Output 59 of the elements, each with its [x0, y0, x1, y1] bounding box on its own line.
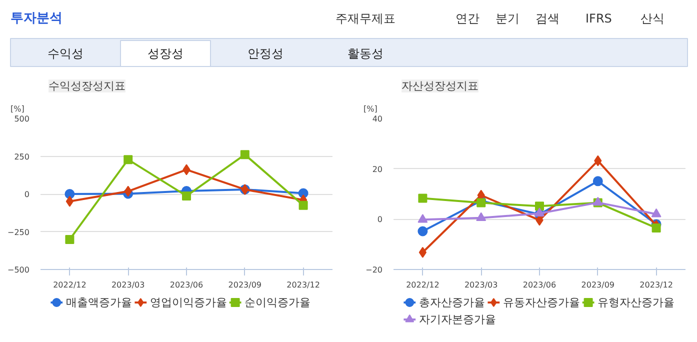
y-tick-label: 250: [14, 152, 30, 162]
y-tick-label: 0: [24, 190, 30, 199]
point: [418, 194, 428, 203]
x-tick-label: 2023/03: [464, 280, 498, 290]
y-tick-label: −20: [366, 266, 383, 274]
point: [418, 246, 427, 258]
point: [182, 191, 191, 200]
legend-label: 영업이익증가율: [150, 296, 227, 309]
y-axis-title: [%]: [364, 104, 378, 114]
x-tick-label: 2023/09: [228, 280, 262, 290]
legend-label: 자기자본증가율: [418, 313, 496, 326]
y-tick-label: 0: [377, 215, 383, 224]
y-tick-label: −500: [8, 266, 30, 274]
text: 연간: [456, 12, 480, 26]
x-tick-label: 2023/03: [111, 280, 145, 290]
y-tick-label: 20: [372, 164, 383, 174]
text: 활동성: [348, 46, 384, 60]
point: [240, 150, 250, 160]
text: 수익성: [48, 46, 84, 60]
point: [652, 223, 661, 232]
point: [592, 176, 603, 186]
text: 투자분석: [10, 11, 62, 26]
x-tick-label: 2023/06: [522, 280, 556, 290]
point: [418, 214, 428, 223]
legend-label: 총자산증가율: [418, 296, 485, 309]
text: 안정성: [248, 46, 284, 60]
x-tick-label: 2022/12: [406, 280, 440, 290]
point: [476, 198, 486, 208]
point: [124, 155, 133, 164]
point: [476, 212, 486, 222]
legend-label: 유동자산증가율: [503, 296, 580, 309]
y-tick-label: −250: [8, 228, 30, 237]
x-tick-label: 2023/12: [286, 280, 320, 290]
text: 주재무제표: [336, 12, 396, 26]
point: [298, 200, 308, 210]
x-tick-label: 2023/12: [640, 280, 673, 290]
point: [65, 234, 74, 244]
chart-title: 자산성장성지표: [402, 80, 478, 92]
text: 성장성: [148, 46, 184, 60]
chart-title: 수익성장성지표: [48, 80, 126, 92]
point: [651, 208, 662, 218]
point: [66, 196, 74, 207]
text: 산식: [640, 12, 664, 26]
text: 검색: [536, 12, 560, 26]
legend-label: 순이익증가율: [244, 296, 311, 309]
legend-label: 매출액증가율: [66, 296, 132, 309]
y-axis-title: [%]: [10, 104, 24, 114]
point: [418, 226, 428, 236]
text: 분기: [496, 12, 520, 26]
x-tick-label: 2022/12: [53, 280, 86, 290]
y-tick-label: 40: [372, 114, 383, 124]
point: [534, 208, 544, 216]
y-tick-label: 500: [14, 114, 30, 124]
point: [64, 189, 75, 199]
point: [535, 202, 544, 211]
x-tick-label: 2023/09: [581, 280, 615, 290]
text: IFRS: [586, 12, 612, 26]
legend-label: 유형자산증가율: [598, 296, 675, 309]
x-tick-label: 2023/06: [170, 280, 204, 290]
